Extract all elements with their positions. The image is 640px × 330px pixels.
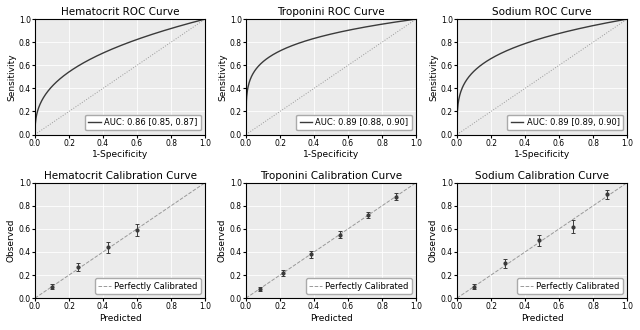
X-axis label: Predicted: Predicted (310, 314, 353, 323)
Y-axis label: Observed: Observed (218, 219, 227, 262)
Title: Hematocrit ROC Curve: Hematocrit ROC Curve (61, 7, 179, 17)
Legend: AUC: 0.86 [0.85, 0.87]: AUC: 0.86 [0.85, 0.87] (85, 115, 201, 130)
Legend: Perfectly Calibrated: Perfectly Calibrated (517, 278, 623, 294)
Title: Sodium Calibration Curve: Sodium Calibration Curve (475, 171, 609, 181)
Y-axis label: Observed: Observed (429, 219, 438, 262)
Y-axis label: Sensitivity: Sensitivity (218, 53, 227, 101)
Y-axis label: Observed: Observed (7, 219, 16, 262)
Title: Troponini ROC Curve: Troponini ROC Curve (277, 7, 385, 17)
X-axis label: Predicted: Predicted (99, 314, 141, 323)
Y-axis label: Sensitivity: Sensitivity (429, 53, 438, 101)
Title: Hematocrit Calibration Curve: Hematocrit Calibration Curve (44, 171, 196, 181)
Title: Sodium ROC Curve: Sodium ROC Curve (492, 7, 592, 17)
X-axis label: Predicted: Predicted (521, 314, 563, 323)
X-axis label: 1-Specificity: 1-Specificity (514, 150, 570, 159)
X-axis label: 1-Specificity: 1-Specificity (92, 150, 148, 159)
X-axis label: 1-Specificity: 1-Specificity (303, 150, 359, 159)
Title: Troponini Calibration Curve: Troponini Calibration Curve (260, 171, 402, 181)
Legend: Perfectly Calibrated: Perfectly Calibrated (306, 278, 412, 294)
Legend: AUC: 0.89 [0.88, 0.90]: AUC: 0.89 [0.88, 0.90] (296, 115, 412, 130)
Legend: Perfectly Calibrated: Perfectly Calibrated (95, 278, 201, 294)
Legend: AUC: 0.89 [0.89, 0.90]: AUC: 0.89 [0.89, 0.90] (508, 115, 623, 130)
Y-axis label: Sensitivity: Sensitivity (7, 53, 16, 101)
